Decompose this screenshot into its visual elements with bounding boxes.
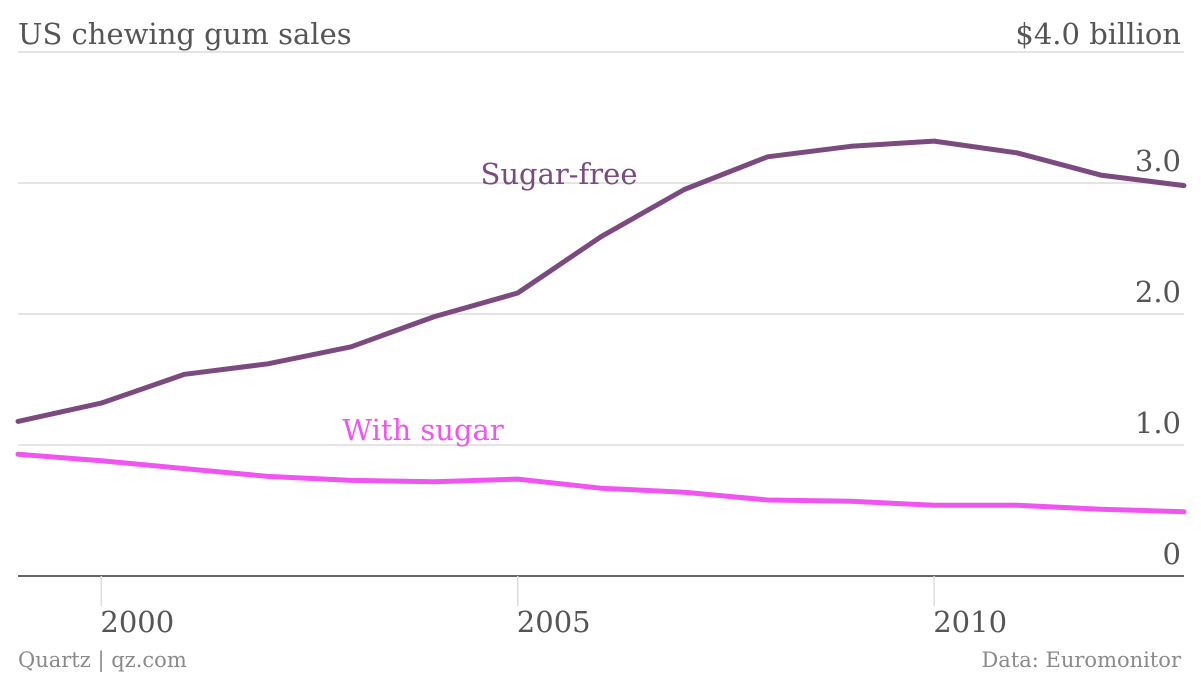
y-tick-labels: 0 1.0 2.0 3.0 — [1135, 144, 1181, 571]
chart-title: US chewing gum sales — [18, 17, 352, 51]
x-tick-label: 2010 — [933, 605, 1007, 639]
series-line — [15, 138, 1187, 424]
gridlines — [18, 51, 1184, 446]
y-tick-label: 0 — [1163, 537, 1181, 571]
series-label-sugar-free: Sugar-free — [481, 157, 638, 191]
x-axis — [18, 575, 1184, 606]
x-tick-label: 2005 — [517, 605, 591, 639]
series-label-with-sugar: With sugar — [342, 413, 504, 447]
y-axis-top-label: $4.0 billion — [1015, 17, 1181, 51]
series-line — [15, 451, 1187, 515]
y-tick-label: 2.0 — [1135, 275, 1181, 309]
credit: Quartz | qz.com — [18, 648, 187, 673]
x-tick-labels: 2000 2005 2010 — [100, 605, 1007, 639]
source: Data: Euromonitor — [981, 648, 1181, 672]
x-tick-label: 2000 — [100, 605, 174, 639]
series-lines — [15, 138, 1187, 515]
y-tick-label: 1.0 — [1135, 406, 1181, 440]
y-tick-label: 3.0 — [1135, 144, 1181, 178]
